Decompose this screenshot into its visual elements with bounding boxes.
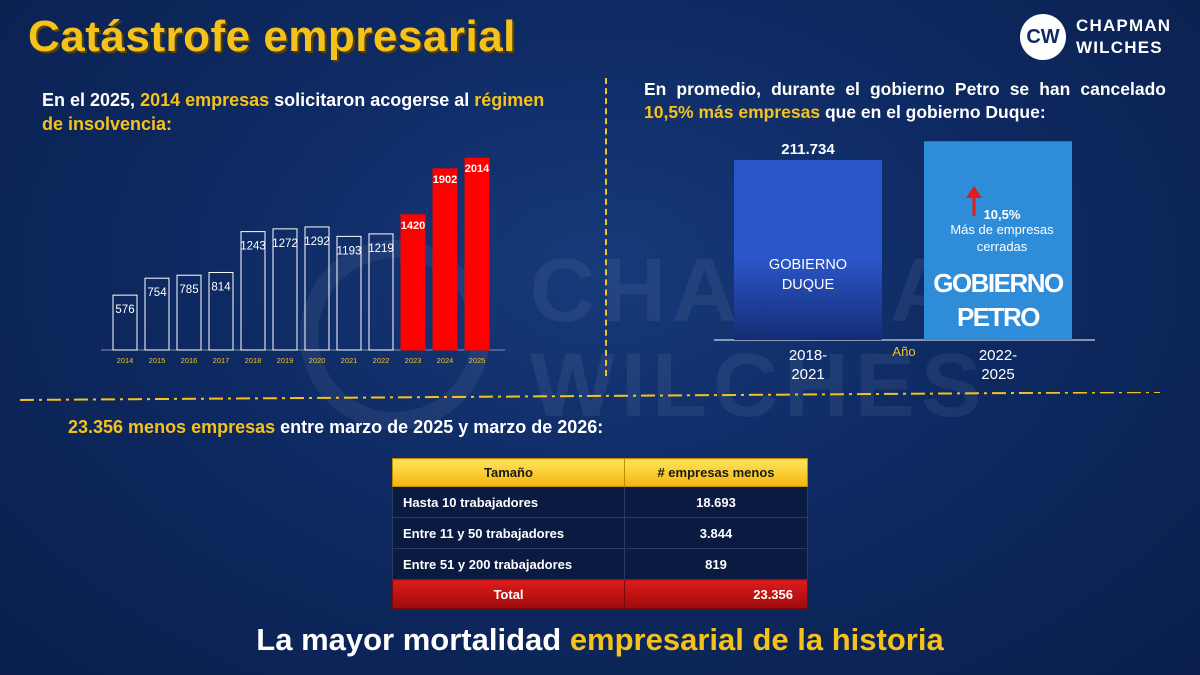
table-row: Entre 11 y 50 trabajadores 3.844 [392, 517, 808, 549]
bar-2017 [208, 271, 234, 351]
up-arrow-head-icon [966, 186, 982, 198]
size-cell: Hasta 10 trabajadores [392, 486, 625, 518]
column-header-count: # empresas menos [624, 458, 808, 487]
footer-text: La mayor mortalidad [256, 622, 570, 657]
count-cell: 18.693 [624, 486, 808, 518]
table-header-row: Tamaño # empresas menos [392, 458, 808, 487]
count-cell: 819 [624, 548, 808, 580]
vertical-divider [605, 78, 607, 376]
size-cell: Entre 11 y 50 trabajadores [392, 517, 625, 549]
decline-caption: 23.356 menos empresas entre marzo de 202… [68, 415, 603, 439]
bar-2020 [304, 226, 330, 351]
horizontal-divider [20, 392, 1160, 401]
table-total-row: Total 23.356 [392, 579, 808, 609]
bar-value-label: 1193 [337, 245, 362, 257]
bar-petro [924, 141, 1072, 340]
bar-2022 [368, 233, 394, 351]
size-cell: Entre 51 y 200 trabajadores [392, 548, 625, 580]
bar-value-label: 1272 [272, 238, 298, 250]
table-row: Hasta 10 trabajadores 18.693 [392, 486, 808, 518]
x-tick-label: 2023 [405, 356, 422, 365]
bar-label: GOBIERNO [933, 268, 1064, 298]
x-tick-label: 2025 [981, 366, 1014, 383]
bar-2014 [112, 294, 138, 351]
bar-value-label: 1243 [240, 241, 266, 253]
bar-value-label: 1420 [401, 220, 425, 232]
bar-value-label: 1902 [433, 174, 457, 186]
caption-highlight: régimen de insolvencia: [42, 90, 545, 134]
bar-value-label: 1219 [368, 243, 394, 255]
caption-text: En promedio, durante el gobierno Petro s… [644, 79, 1166, 99]
bar-duque [734, 160, 882, 340]
logo-line-1: CHAPMAN [1076, 16, 1172, 35]
x-tick-label: 2016 [181, 356, 198, 365]
bar-label: PETRO [957, 302, 1040, 332]
x-tick-label: 2018 [245, 356, 262, 365]
x-tick-label: 2015 [149, 356, 166, 365]
bar-value-label: 211.734 [781, 141, 835, 158]
count-cell: 3.844 [624, 517, 808, 549]
bar-2016 [176, 274, 202, 351]
insolvency-bar-chart: 576 2014 754 2015 785 2016 814 2017 1243 2018 1272… [101, 157, 505, 365]
bar-value-label: 576 [115, 304, 134, 316]
table-row: Entre 51 y 200 trabajadores 819 [392, 548, 808, 580]
caption-text: solicitaron acogerse al [269, 90, 475, 110]
annotation-value: 10,5% [984, 207, 1021, 222]
bar-value-label: 814 [211, 281, 231, 293]
x-tick-label: 2018- [789, 347, 827, 364]
bar-value-label: 754 [147, 287, 167, 299]
brand-logo: CW CHAPMAN WILCHES [1020, 14, 1185, 62]
bar-2015 [144, 277, 170, 351]
footer-highlight: empresarial de la historia [569, 622, 944, 657]
column-header-size: Tamaño [392, 458, 625, 487]
government-comparison-caption: En promedio, durante el gobierno Petro s… [644, 78, 1166, 124]
x-tick-label: 2022- [979, 347, 1017, 364]
x-tick-label: 2014 [117, 356, 134, 365]
x-tick-label: 2021 [341, 356, 358, 365]
bar-2019 [272, 228, 298, 351]
total-value: 23.356 [624, 579, 808, 609]
caption-highlight: 10,5% más empresas [644, 102, 821, 122]
bar-label: DUQUE [782, 277, 835, 293]
x-tick-label: 2022 [373, 356, 390, 365]
total-label: Total [392, 579, 625, 609]
bar-label: GOBIERNO [769, 257, 847, 273]
logo-mark-icon: CW [1020, 14, 1066, 60]
x-axis-label: Año [892, 344, 915, 359]
annotation-text: Más de empresas [950, 222, 1054, 237]
bar-value-label: 1292 [304, 236, 330, 248]
bar-value-label: 2014 [465, 163, 490, 175]
caption-text: entre marzo de 2025 y marzo de 2026: [275, 417, 604, 437]
bar-2025 [464, 157, 490, 351]
government-bar-chart: 211.7342018-2021233.8392022-2025GOBIERNO… [714, 141, 1095, 383]
caption-highlight: 23.356 menos empresas [68, 417, 276, 437]
company-size-table: Tamaño # empresas menos Hasta 10 trabaja… [392, 458, 808, 609]
page-title: Catástrofe empresarial [28, 12, 516, 61]
insolvency-caption: En el 2025, 2014 empresas solicitaron ac… [42, 88, 562, 136]
bar-2023 [400, 214, 426, 351]
annotation-text: cerradas [977, 239, 1028, 254]
caption-text: que en el gobierno Duque: [820, 102, 1046, 122]
bar-value-label: 785 [179, 284, 198, 296]
bar-2021 [336, 235, 362, 351]
caption-text: En el 2025, [42, 90, 141, 110]
caption-highlight: 2014 empresas [140, 90, 270, 110]
bar-2024 [432, 168, 458, 351]
x-tick-label: 2021 [791, 366, 824, 383]
x-tick-label: 2019 [277, 356, 294, 365]
x-tick-label: 2024 [437, 356, 454, 365]
footer-headline: La mayor mortalidad empresarial de la hi… [0, 622, 1200, 658]
x-tick-label: 2025 [469, 356, 486, 365]
x-tick-label: 2017 [213, 356, 230, 365]
bar-2018 [240, 231, 266, 351]
x-tick-label: 2020 [309, 356, 326, 365]
logo-line-2: WILCHES [1076, 38, 1163, 57]
